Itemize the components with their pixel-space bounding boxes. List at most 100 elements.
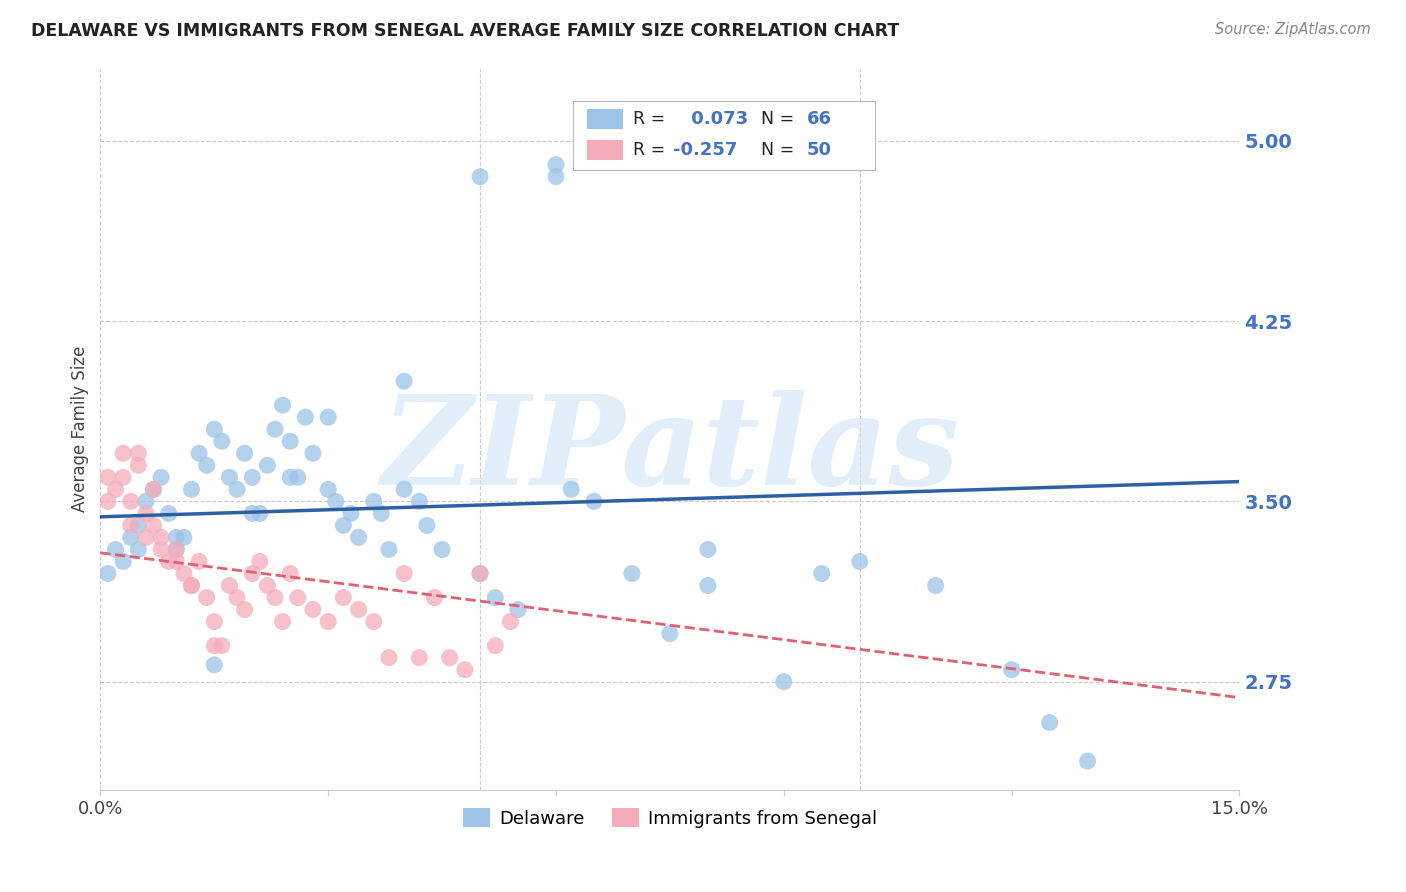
Point bbox=[249, 554, 271, 568]
Text: 50: 50 bbox=[807, 141, 831, 159]
Point bbox=[1001, 663, 1024, 677]
Point bbox=[316, 410, 339, 425]
Point bbox=[97, 566, 120, 581]
Point bbox=[135, 530, 157, 544]
Point bbox=[226, 591, 249, 605]
Point bbox=[340, 507, 363, 521]
Point bbox=[316, 483, 339, 497]
Text: -0.257: -0.257 bbox=[673, 141, 738, 159]
Point bbox=[112, 446, 135, 460]
Point bbox=[658, 626, 681, 640]
Point bbox=[696, 578, 718, 592]
Text: ZIPatlas: ZIPatlas bbox=[381, 390, 959, 512]
Point bbox=[347, 530, 370, 544]
Point bbox=[173, 530, 195, 544]
Point bbox=[165, 554, 187, 568]
FancyBboxPatch shape bbox=[586, 109, 623, 129]
Point bbox=[302, 602, 325, 616]
Point bbox=[1039, 715, 1062, 730]
Point bbox=[249, 507, 271, 521]
Point bbox=[188, 446, 211, 460]
Point bbox=[97, 470, 120, 484]
Point bbox=[180, 578, 202, 592]
Point bbox=[264, 591, 287, 605]
Point bbox=[468, 566, 491, 581]
Point bbox=[430, 542, 453, 557]
Point bbox=[226, 483, 249, 497]
Point bbox=[150, 542, 173, 557]
Point bbox=[302, 446, 325, 460]
Point bbox=[120, 518, 142, 533]
Point bbox=[468, 169, 491, 184]
Point bbox=[316, 615, 339, 629]
Point bbox=[211, 434, 233, 449]
Y-axis label: Average Family Size: Average Family Size bbox=[72, 346, 89, 512]
Point bbox=[925, 578, 948, 592]
Point bbox=[157, 507, 180, 521]
Point bbox=[202, 422, 225, 436]
Point bbox=[408, 650, 430, 665]
FancyBboxPatch shape bbox=[574, 101, 875, 169]
Text: R =: R = bbox=[634, 141, 671, 159]
Point bbox=[416, 518, 439, 533]
Point bbox=[142, 518, 165, 533]
Point bbox=[278, 434, 301, 449]
Point bbox=[142, 483, 165, 497]
Point bbox=[392, 483, 415, 497]
Point bbox=[188, 554, 211, 568]
Point bbox=[370, 507, 392, 521]
Point bbox=[392, 374, 415, 388]
Point bbox=[120, 494, 142, 508]
Point bbox=[218, 470, 240, 484]
Point bbox=[696, 542, 718, 557]
Point bbox=[142, 483, 165, 497]
Text: Source: ZipAtlas.com: Source: ZipAtlas.com bbox=[1215, 22, 1371, 37]
Point bbox=[127, 446, 149, 460]
Text: N =: N = bbox=[749, 141, 800, 159]
Point bbox=[332, 518, 354, 533]
Point bbox=[112, 470, 135, 484]
Point bbox=[157, 554, 180, 568]
Point bbox=[211, 639, 233, 653]
Point bbox=[165, 542, 187, 557]
Point bbox=[408, 494, 430, 508]
Point bbox=[150, 530, 173, 544]
Point bbox=[423, 591, 446, 605]
Text: 0.073: 0.073 bbox=[685, 110, 748, 128]
Point bbox=[278, 470, 301, 484]
Point bbox=[120, 530, 142, 544]
Point bbox=[294, 410, 316, 425]
Point bbox=[544, 169, 567, 184]
Point bbox=[392, 566, 415, 581]
Point bbox=[499, 615, 522, 629]
Point bbox=[240, 507, 263, 521]
Point bbox=[810, 566, 832, 581]
Point bbox=[240, 470, 263, 484]
Point bbox=[484, 639, 506, 653]
Point bbox=[112, 554, 135, 568]
Point bbox=[165, 542, 187, 557]
Point bbox=[363, 494, 385, 508]
Point bbox=[582, 494, 605, 508]
Text: N =: N = bbox=[749, 110, 800, 128]
Point bbox=[202, 639, 225, 653]
Point bbox=[127, 542, 149, 557]
Text: R =: R = bbox=[634, 110, 671, 128]
Point bbox=[1077, 754, 1099, 768]
Point bbox=[150, 470, 173, 484]
Text: 66: 66 bbox=[807, 110, 831, 128]
Point bbox=[135, 507, 157, 521]
Point bbox=[278, 566, 301, 581]
Point bbox=[287, 591, 309, 605]
Point bbox=[127, 518, 149, 533]
Point bbox=[180, 483, 202, 497]
Point bbox=[287, 470, 309, 484]
Point bbox=[195, 458, 218, 473]
Point bbox=[506, 602, 529, 616]
Point bbox=[484, 591, 506, 605]
Point bbox=[256, 578, 278, 592]
Point bbox=[233, 446, 256, 460]
Legend: Delaware, Immigrants from Senegal: Delaware, Immigrants from Senegal bbox=[456, 801, 884, 835]
Point bbox=[135, 494, 157, 508]
Point bbox=[363, 615, 385, 629]
